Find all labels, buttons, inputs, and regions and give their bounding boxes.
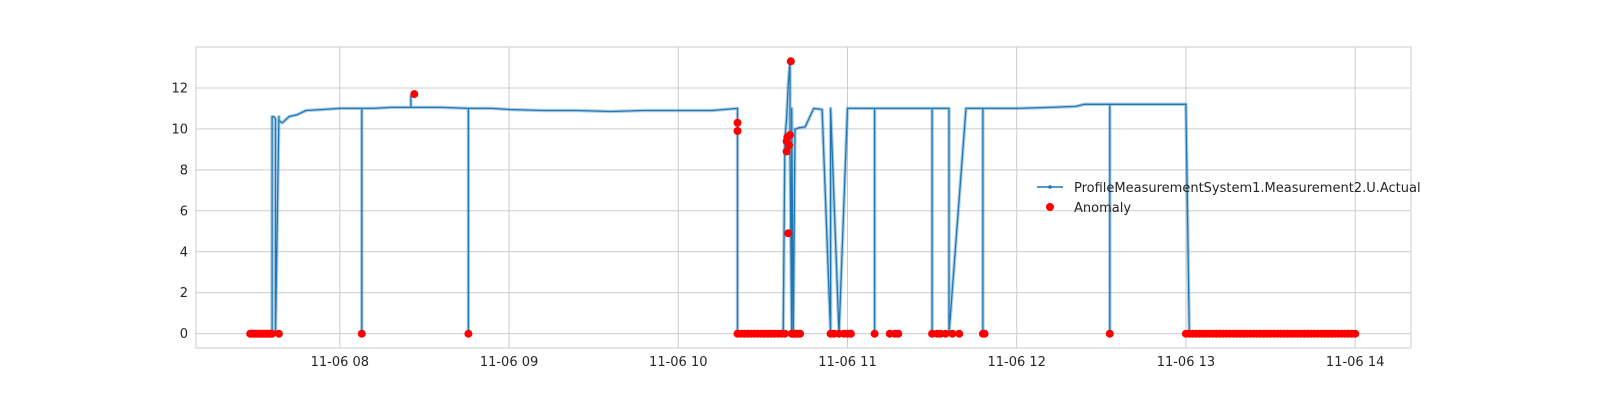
anomaly-point bbox=[780, 329, 789, 338]
y-tick-label: 0 bbox=[180, 327, 188, 342]
x-tick-label: 11-06 12 bbox=[987, 355, 1045, 370]
x-tick-label: 11-06 08 bbox=[311, 355, 369, 370]
series-line bbox=[250, 60, 1356, 335]
x-tick-label: 11-06 11 bbox=[818, 355, 876, 370]
x-tick-label: 11-06 09 bbox=[480, 355, 538, 370]
anomaly-point bbox=[786, 57, 795, 66]
legend-line-dot bbox=[1048, 185, 1052, 189]
anomaly-point bbox=[1351, 329, 1360, 338]
anomaly-point bbox=[941, 329, 950, 338]
y-tick-label: 6 bbox=[180, 204, 188, 219]
legend-anomaly-label: Anomaly bbox=[1074, 201, 1131, 216]
y-tick-label: 12 bbox=[171, 81, 188, 96]
y-tick-labels: 0 2 4 6 8 10 12 bbox=[171, 81, 188, 342]
legend-anomaly-dot bbox=[1046, 203, 1054, 211]
anomaly-point bbox=[786, 131, 794, 139]
legend-series-label: ProfileMeasurementSystem1.Measurement2.U… bbox=[1074, 181, 1421, 196]
y-tick-label: 2 bbox=[180, 286, 188, 301]
grid-lines bbox=[196, 47, 1411, 348]
x-tick-label: 11-06 13 bbox=[1157, 355, 1215, 370]
anomaly-point bbox=[1105, 329, 1114, 338]
anomaly-point bbox=[980, 329, 989, 338]
x-tick-label: 11-06 10 bbox=[649, 355, 707, 370]
x-tick-labels: 11-06 08 11-06 09 11-06 10 11-06 11 11-06 12… bbox=[311, 355, 1385, 370]
plot-frame bbox=[195, 46, 1412, 349]
anomaly-point bbox=[870, 329, 879, 338]
anomaly-point bbox=[846, 329, 855, 338]
anomaly-point bbox=[894, 329, 903, 338]
anomaly-point bbox=[464, 329, 473, 338]
series-layer bbox=[250, 59, 1356, 336]
anomaly-point bbox=[733, 127, 742, 135]
anomaly-layer bbox=[246, 57, 1360, 338]
series-line-band bbox=[250, 59, 1356, 336]
anomaly-point bbox=[784, 229, 793, 238]
anomaly-point bbox=[796, 329, 805, 338]
y-tick-label: 10 bbox=[171, 122, 188, 137]
y-tick-label: 8 bbox=[180, 163, 188, 178]
anomaly-point bbox=[410, 90, 419, 99]
anomaly-point bbox=[955, 329, 964, 338]
anomaly-point bbox=[733, 118, 742, 127]
anomaly-point bbox=[357, 329, 366, 338]
anomaly-point bbox=[782, 147, 791, 156]
anomaly-point bbox=[268, 329, 277, 338]
anomaly-point bbox=[274, 329, 283, 338]
anomaly-point bbox=[785, 141, 794, 150]
legend: ProfileMeasurementSystem1.Measurement2.U… bbox=[1037, 181, 1421, 216]
anomaly-point bbox=[948, 329, 957, 338]
y-tick-label: 4 bbox=[180, 245, 188, 260]
x-tick-label: 11-06 14 bbox=[1326, 355, 1384, 370]
